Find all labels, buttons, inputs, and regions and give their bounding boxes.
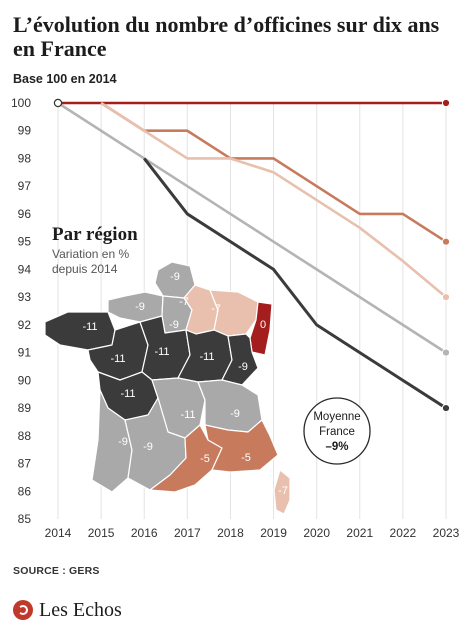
x-tick-label: 2014 [45,526,72,540]
y-tick-label: 95 [18,235,32,249]
y-tick-label: 85 [18,512,32,526]
region-value-label: -7 [278,485,288,497]
y-tick-label: 87 [18,457,32,471]
region-value-label: -5 [200,453,210,465]
region-value-label: -9 [169,319,179,331]
region-franche-comte [221,333,259,386]
x-tick-label: 2015 [88,526,115,540]
x-tick-label: 2022 [390,526,417,540]
x-axis-ticks: 2014 2015 2016 2017 2018 2019 2020 2021 2022 2023 [45,526,460,540]
region-value-label: -5 [241,452,251,464]
y-tick-label: 88 [18,429,32,443]
region-value-label: -9 [230,408,240,420]
series-lines [53,98,451,413]
average-circle [303,397,371,465]
series-end-marker [441,98,451,108]
y-tick-label: 99 [18,124,32,138]
region-alsace [249,301,273,356]
region-value-label: -11 [154,346,169,358]
y-tick-label: 86 [18,484,32,498]
series-line [143,157,447,410]
y-tick-label: 94 [18,262,32,276]
average-label-line1: Moyenne [313,411,360,423]
y-tick-label: 98 [18,151,32,165]
region-value-label: -11 [110,353,125,365]
series-line [100,101,447,299]
region-inset: Par région Variation en % depuis 2014 [44,224,371,515]
origin-marker [53,98,63,108]
map-value-labels: -9-9-9-7-70-11-11-11 -11-11-11-9-9-9 -9-5-… [82,271,287,497]
region-value-label: -11 [199,351,214,363]
x-tick-label: 2023 [433,526,460,540]
region-value-label: -11 [82,321,97,333]
region-value-label: -9 [135,301,145,313]
x-tick-label: 2019 [260,526,287,540]
region-occitanie-est [149,424,223,493]
average-label-line2: France [319,426,355,438]
region-paca [204,419,279,473]
y-tick-label: 100 [11,96,31,110]
brand-name: Les Echos [39,598,122,621]
series-end-marker [441,403,451,413]
y-tick-label: 89 [18,401,32,415]
x-tick-label: 2020 [303,526,330,540]
chart-subtitle: Base 100 en 2014 [13,72,117,86]
y-tick-label: 92 [18,318,32,332]
les-echos-logo-icon [13,600,33,620]
region-corse [273,469,291,515]
inset-title: Par région [52,224,138,245]
region-value-label: -9 [170,271,180,283]
series-line [57,101,447,354]
average-value: –9% [325,441,348,453]
region-value-label: -7 [179,296,189,308]
source-note: SOURCE : GERS [13,565,100,577]
y-tick-label: 91 [18,346,32,360]
series-end-marker [441,237,451,246]
region-value-label: 0 [260,319,266,331]
brand: Les Echos [13,596,122,624]
average-bubble: Moyenne France –9% [303,397,371,465]
x-tick-label: 2016 [131,526,158,540]
region-value-label: -9 [238,361,248,373]
chart-title: L’évolution du nombre d’officines sur di… [13,12,440,61]
x-tick-label: 2021 [346,526,373,540]
region-value-label: -9 [143,441,153,453]
series-line [100,101,447,243]
region-value-label: -7 [211,303,221,315]
x-tick-label: 2017 [174,526,201,540]
inset-subtitle-line2: depuis 2014 [52,262,118,276]
inset-subtitle-line1: Variation en % [52,247,129,261]
region-value-label: -11 [120,388,135,400]
y-tick-label: 93 [18,290,32,304]
region-bretagne [44,311,116,351]
y-tick-label: 96 [18,207,32,221]
x-tick-label: 2018 [217,526,244,540]
region-rhone-alpes [197,379,263,433]
series-end-marker [441,293,451,302]
y-tick-label: 90 [18,373,32,387]
region-value-label: -9 [118,436,128,448]
series-end-marker [441,348,451,357]
y-axis-ticks: 85 86 87 88 89 90 91 92 93 94 95 96 97 98 99 100 [11,96,31,526]
france-region-map [44,261,291,515]
y-tick-label: 97 [18,179,32,193]
region-value-label: -11 [180,409,195,421]
